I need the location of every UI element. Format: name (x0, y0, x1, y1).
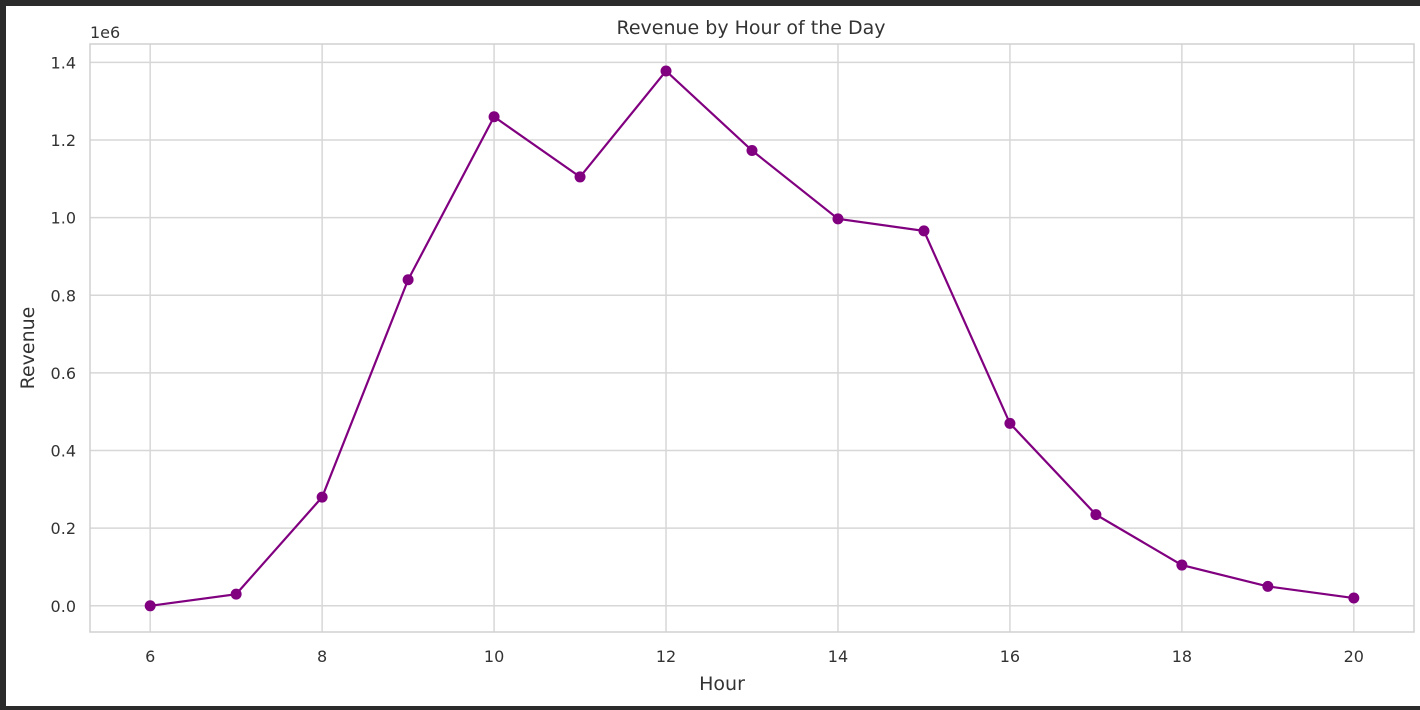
data-point (746, 145, 758, 157)
y-scale-label: 1e6 (90, 23, 120, 42)
x-axis-ticks: 6 8 10 12 14 16 18 20 (145, 647, 1364, 666)
y-tick-label: 1.2 (51, 131, 76, 150)
x-tick-label: 16 (1000, 647, 1020, 666)
grid (90, 44, 1414, 632)
data-point (1090, 509, 1102, 521)
data-point (144, 600, 156, 612)
x-tick-label: 20 (1344, 647, 1364, 666)
y-tick-label: 0.8 (51, 286, 76, 305)
data-point (1004, 417, 1016, 429)
y-axis-label: Revenue (17, 307, 39, 390)
x-tick-label: 12 (656, 647, 676, 666)
data-point (660, 65, 672, 77)
y-axis-ticks: 0.0 0.2 0.4 0.6 0.8 1.0 1.2 1.4 (51, 53, 76, 615)
data-point (1262, 580, 1274, 592)
data-point (488, 111, 500, 123)
x-tick-label: 14 (828, 647, 848, 666)
x-tick-label: 6 (145, 647, 155, 666)
chart-frame: 0.0 0.2 0.4 0.6 0.8 1.0 1.2 1.4 6 8 10 12 14 16 18 20 … (6, 6, 1420, 706)
x-axis-label: Hour (699, 673, 745, 695)
x-tick-label: 10 (484, 647, 504, 666)
plot-area (89, 43, 1415, 633)
y-tick-label: 0.6 (51, 364, 76, 383)
y-tick-label: 1.4 (51, 53, 76, 72)
chart-title: Revenue by Hour of the Day (616, 17, 885, 39)
data-point (402, 274, 414, 286)
data-point (316, 491, 328, 503)
data-point (574, 171, 586, 183)
y-tick-label: 0.0 (51, 597, 76, 616)
data-point (1176, 559, 1188, 571)
y-tick-label: 1.0 (51, 209, 76, 228)
y-tick-label: 0.2 (51, 519, 76, 538)
y-tick-label: 0.4 (51, 442, 76, 461)
data-point (832, 213, 844, 225)
data-point (918, 225, 930, 237)
data-point (230, 588, 242, 600)
data-point (1348, 592, 1360, 604)
x-tick-label: 8 (317, 647, 327, 666)
line-chart: 0.00.20.40.60.81.01.21.4 6 8 10 12 14 16 18 20 … (17, 17, 1415, 695)
series-layer (144, 65, 1360, 612)
x-tick-label: 18 (1172, 647, 1192, 666)
